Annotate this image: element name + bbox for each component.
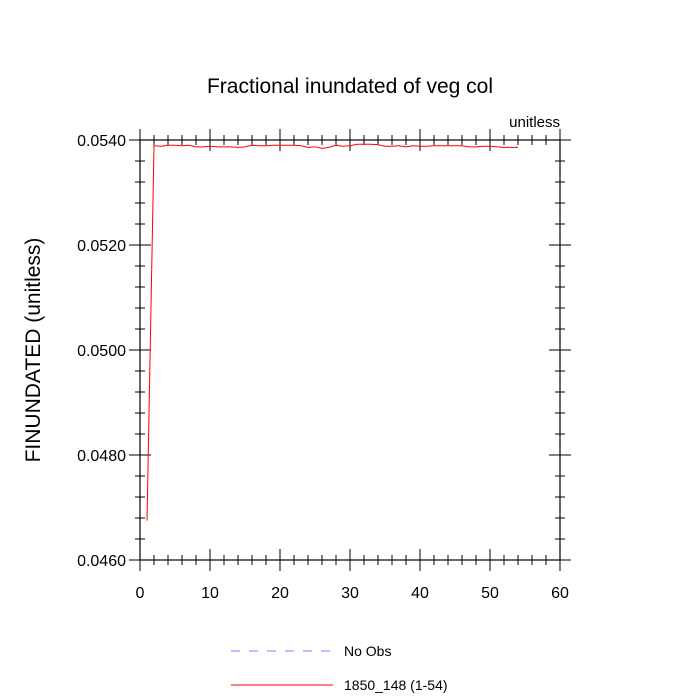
series-layer (146, 143, 518, 521)
x-tick-label: 20 (271, 585, 289, 602)
plot-frame (139, 139, 561, 561)
units-label: unitless (509, 114, 560, 131)
legend-label-1: 1850_148 (1-54) (344, 677, 448, 693)
x-tick-label: 30 (341, 585, 359, 602)
x-tick-label: 40 (411, 585, 429, 602)
y-tick-label: 0.0460 (77, 553, 126, 570)
legend-label-0: No Obs (344, 643, 391, 659)
series-line-1 (146, 143, 518, 521)
x-tick-label: 0 (136, 585, 145, 602)
chart-title: Fractional inundated of veg col (207, 75, 493, 98)
y-axis: 0.0460 0.0480 0.0500 0.0520 0.0540 (77, 133, 571, 570)
x-axis: 0 10 20 30 40 50 60 (136, 129, 569, 602)
x-tick-label: 50 (481, 585, 499, 602)
y-tick-label: 0.0520 (77, 238, 126, 255)
x-tick-label: 60 (551, 585, 569, 602)
y-tick-label: 0.0500 (77, 343, 126, 360)
y-tick-label: 0.0540 (77, 133, 126, 150)
y-axis-label: FINUNDATED (unitless) (22, 238, 45, 463)
x-tick-label: 10 (201, 585, 219, 602)
y-tick-label: 0.0480 (77, 448, 126, 465)
legend: No Obs 1850_148 (1-54) (231, 643, 448, 693)
